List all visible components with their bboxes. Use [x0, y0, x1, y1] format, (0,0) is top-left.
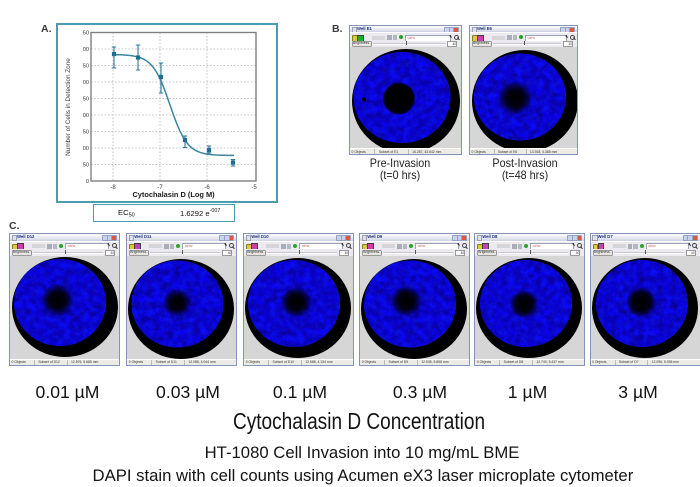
- svg-text:-5: -5: [251, 185, 257, 191]
- svg-text:50: 50: [83, 63, 89, 69]
- svg-text:Cytochalasin D (Log M): Cytochalasin D (Log M): [132, 190, 215, 199]
- svg-text:-8: -8: [110, 185, 116, 191]
- svg-text:00: 00: [83, 113, 89, 119]
- svg-text:0: 0: [86, 179, 89, 185]
- svg-text:-7: -7: [157, 185, 163, 191]
- svg-text:00: 00: [83, 146, 89, 152]
- svg-text:50: 50: [83, 96, 89, 102]
- svg-text:50: 50: [83, 162, 89, 168]
- svg-text:50: 50: [83, 30, 89, 36]
- svg-text:00: 00: [83, 80, 89, 86]
- svg-text:00: 00: [83, 47, 89, 53]
- svg-text:50: 50: [83, 129, 89, 135]
- svg-text:Number of Cells in Detection Z: Number of Cells in Detection Zone: [65, 58, 72, 156]
- svg-text:-6: -6: [204, 185, 210, 191]
